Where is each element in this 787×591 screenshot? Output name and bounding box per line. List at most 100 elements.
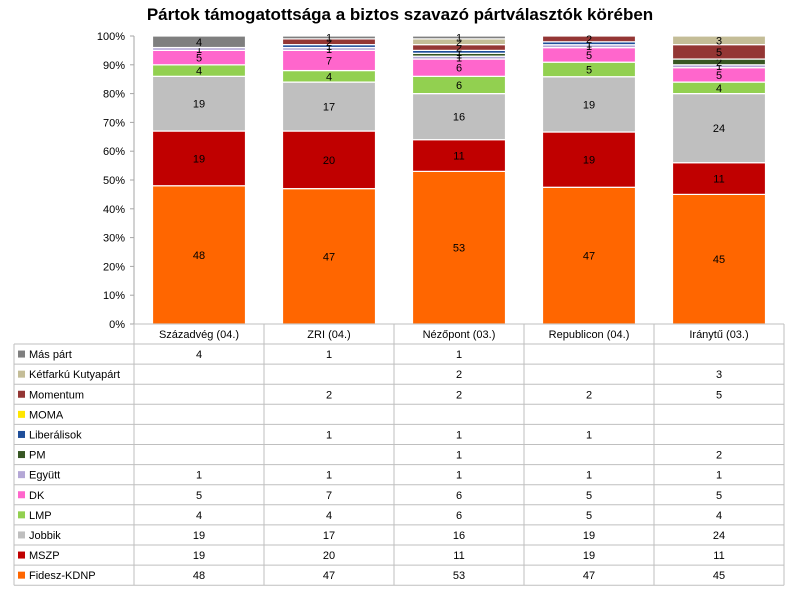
- data-label: 4: [326, 71, 332, 83]
- data-label: 4: [196, 37, 202, 49]
- data-label: 16: [453, 112, 465, 124]
- bar-stacks: 4819194514472017471121531116661112214719…: [151, 32, 767, 325]
- y-tick-label: 100%: [97, 31, 125, 43]
- table-cell-value: 5: [716, 490, 722, 502]
- table-cell-value: 6: [456, 490, 462, 502]
- y-tick-label: 20%: [103, 261, 125, 273]
- legend-series-label: LMP: [29, 510, 52, 522]
- legend-series-label: Együtt: [29, 470, 60, 482]
- bar-segment: [281, 35, 377, 40]
- y-tick-label: 40%: [103, 204, 125, 216]
- data-label: 2: [456, 43, 462, 55]
- table-cell-value: 19: [583, 530, 595, 542]
- table-cell-value: 2: [326, 389, 332, 401]
- data-label: 11: [713, 174, 724, 186]
- y-tick-label: 60%: [103, 146, 125, 158]
- table-cell-value: 4: [716, 510, 722, 522]
- data-label: 7: [326, 55, 332, 67]
- table-cell-value: 16: [453, 530, 465, 542]
- table-cell-value: 47: [323, 570, 335, 582]
- x-category-label: Iránytű (03.): [689, 329, 748, 341]
- legend-swatch: [18, 370, 25, 378]
- table-cell-value: 19: [583, 550, 595, 562]
- data-label: 3: [716, 35, 722, 47]
- y-tick-label: 0%: [109, 319, 125, 331]
- legend-swatch: [18, 430, 25, 438]
- data-label: 1: [586, 38, 592, 50]
- table-cell-value: 11: [713, 550, 724, 562]
- legend-series-label: Liberálisok: [29, 429, 82, 441]
- table-cell-value: 1: [586, 470, 592, 482]
- data-label: 1: [716, 61, 722, 73]
- table-cell-value: 2: [716, 450, 722, 462]
- legend-series-label: Jobbik: [29, 530, 61, 542]
- data-label: 24: [713, 123, 725, 135]
- table-cell-value: 1: [586, 429, 592, 441]
- data-label: 19: [193, 99, 205, 111]
- table-cell-value: 47: [583, 570, 595, 582]
- table-cell-value: 5: [586, 510, 592, 522]
- legend-swatch: [18, 511, 25, 519]
- legend-swatch: [18, 551, 25, 559]
- data-label: 1: [326, 32, 332, 44]
- chart-title: Pártok támogatottsága a biztos szavazó p…: [147, 5, 653, 24]
- bar-segment: [671, 35, 767, 46]
- legend-swatch: [18, 531, 25, 539]
- data-label: 5: [196, 53, 202, 65]
- data-label: 45: [713, 254, 725, 266]
- data-label: 47: [583, 251, 595, 263]
- legend-swatch: [18, 390, 25, 398]
- data-label: 2: [456, 37, 462, 49]
- data-label: 6: [456, 63, 462, 75]
- data-label: 1: [326, 44, 332, 56]
- data-label: 5: [716, 47, 722, 59]
- data-label: 20: [323, 155, 335, 167]
- data-label: 11: [453, 151, 464, 163]
- x-category-label: ZRI (04.): [307, 329, 350, 341]
- legend-series-label: PM: [29, 450, 46, 462]
- table-cell-value: 1: [326, 470, 332, 482]
- table-cell-value: 11: [453, 550, 464, 562]
- data-label: 48: [193, 250, 205, 262]
- legend-swatch: [18, 491, 25, 499]
- data-label: 1: [326, 41, 332, 53]
- data-label: 1: [196, 44, 202, 56]
- table-cell-value: 4: [326, 510, 332, 522]
- bar-segment: [151, 35, 247, 49]
- table-cell-value: 4: [196, 349, 202, 361]
- y-tick-label: 50%: [103, 175, 125, 187]
- table-cell-value: 45: [713, 570, 725, 582]
- legend-series-label: MSZP: [29, 550, 60, 562]
- data-label: 19: [583, 99, 595, 111]
- legend-series-label: Más párt: [29, 349, 72, 361]
- legend-swatch: [18, 410, 25, 418]
- y-tick-label: 70%: [103, 117, 125, 129]
- table-cell-value: 6: [456, 510, 462, 522]
- bar-segment: [281, 81, 377, 132]
- legend-swatch: [18, 571, 25, 579]
- table-cell-value: 17: [323, 530, 335, 542]
- data-label: 2: [586, 34, 592, 46]
- table-cell-value: 24: [713, 530, 725, 542]
- table-cell-value: 5: [586, 490, 592, 502]
- y-tick-label: 10%: [103, 290, 125, 302]
- table-cell-value: 53: [453, 570, 465, 582]
- x-category-label: Republicon (04.): [549, 329, 630, 341]
- bar-segment: [541, 35, 637, 43]
- data-table: Századvég (04.) ZRI (04.) Nézőpont (03.) Re…: [13, 323, 785, 586]
- data-label: 5: [716, 70, 722, 82]
- data-label: 5: [586, 50, 592, 62]
- data-label: 47: [323, 251, 335, 263]
- data-label: 1: [586, 41, 592, 53]
- table-cell-value: 1: [456, 429, 462, 441]
- table-cell-value: 1: [326, 429, 332, 441]
- data-label: 19: [583, 155, 595, 167]
- data-label: 1: [456, 50, 462, 62]
- bar-segment: [541, 186, 637, 325]
- table-cell-value: 1: [456, 470, 462, 482]
- table-cell-value: 2: [456, 389, 462, 401]
- data-label: 1: [456, 53, 462, 65]
- y-tick-label: 90%: [103, 60, 125, 72]
- x-category-label: Nézőpont (03.): [423, 329, 496, 341]
